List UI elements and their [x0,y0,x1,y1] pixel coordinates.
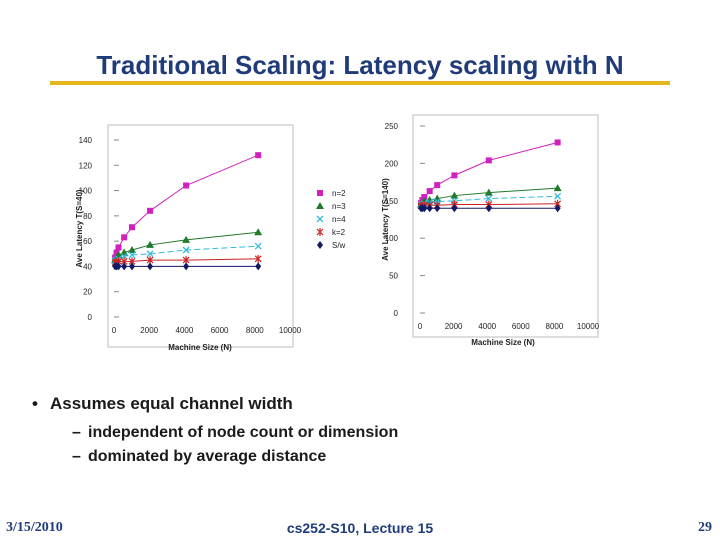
y-tick-label: 80 [83,212,92,221]
data-point-S/w [426,204,433,213]
bullet-text: Assumes equal channel width [50,394,293,413]
data-point-n=4 [146,250,154,258]
data-point-n=2 [554,139,561,146]
legend-marker-n=4 [316,215,324,223]
x-tick-label: 8000 [246,326,264,335]
data-point-n=2 [129,224,136,231]
x-tick-label: 8000 [546,322,564,331]
slide-title: Traditional Scaling: Latency scaling wit… [96,50,624,80]
y-tick-label: 250 [385,122,399,131]
data-point-n=2 [183,182,190,189]
data-point-n=2 [451,172,458,179]
y-tick-label: 100 [385,234,399,243]
data-point-n=3 [182,235,191,243]
footer-date: 3/15/2010 [6,520,63,535]
data-point-n=3 [553,184,562,192]
x-tick-label: 10000 [279,326,302,335]
legend-marker-k=2 [316,228,324,236]
chart-1: 0 20 40 60 80 100 120 140 0 2000 4000 6000 8000 10000… [75,124,346,352]
data-point-n=4 [554,192,562,200]
sub-bullet-item: – dominated by average distance [72,448,327,465]
data-point-n=2 [434,182,441,189]
data-point-n=2 [115,244,122,251]
data-point-n=2 [121,234,128,241]
y-tick-label: 0 [88,313,93,322]
bullet-item: • Assumes equal channel width [32,394,293,413]
data-point-n=3 [484,188,493,196]
y-tick-label: 120 [79,161,93,170]
y-tick-label: 140 [79,136,93,145]
data-point-n=2 [255,152,262,159]
y-tick-label: 0 [394,309,399,318]
data-point-S/w [115,262,122,271]
x-tick-label: 2000 [140,326,158,335]
data-point-n=3 [128,245,137,253]
x-axis-label: Machine Size (N) [168,343,232,352]
x-tick-label: 4000 [176,326,194,335]
plot-frame [107,124,294,348]
data-point-n=2 [147,207,154,214]
data-point-n=4 [128,251,136,259]
data-point-n=3 [146,240,155,248]
legend-marker-n=2 [317,190,323,196]
y-tick-label: 20 [83,288,92,297]
sub-bullet-item: – independent of node count or dimension [72,424,399,441]
data-point-n=4 [182,246,190,254]
data-point-S/w [121,262,128,271]
data-point-n=3 [254,228,263,236]
x-tick-label: 4000 [478,322,496,331]
legend-label: S/w [332,241,346,250]
data-point-S/w [255,262,262,271]
data-point-n=2 [426,188,433,195]
data-point-S/w [451,204,458,213]
y-tick-label: 100 [79,187,93,196]
data-point-S/w [554,204,561,213]
y-tick-label: 60 [83,237,92,246]
footer-course: cs252-S10, Lecture 15 [286,520,434,536]
data-point-S/w [183,262,190,271]
data-point-S/w [129,262,136,271]
data-point-S/w [434,204,441,213]
y-tick-label: 50 [389,272,398,281]
data-point-S/w [147,262,154,271]
x-axis-label: Machine Size (N) [471,338,535,347]
legend-label: n=3 [332,202,346,211]
data-point-k=2 [254,254,262,263]
chart-2: 0 50 100 150 200 250 0 2000 4000 6000 8000 10000 Mac… [381,114,600,347]
data-point-S/w [485,204,492,213]
title-underline [50,81,670,85]
data-point-S/w [421,204,428,213]
data-point-n=4 [120,252,128,260]
x-tick-label: 0 [112,326,117,335]
plot-frame [412,114,599,338]
x-tick-label: 6000 [512,322,530,331]
x-tick-label: 10000 [577,322,600,331]
legend-label: k=2 [332,228,346,237]
data-point-n=2 [421,194,428,201]
y-tick-label: 40 [83,262,92,271]
data-point-n=2 [485,157,492,164]
legend-label: n=2 [332,189,346,198]
y-tick-label: 150 [385,197,399,206]
sub-bullet-text: independent of node count or dimension [88,424,399,441]
data-point-n=3 [450,191,459,199]
y-tick-label: 200 [385,159,399,168]
y-axis-label: Ave Latency T(S=140) [381,178,390,261]
data-point-n=4 [485,195,493,203]
x-tick-label: 2000 [445,322,463,331]
legend-marker-S/w [317,241,323,249]
legend-label: n=4 [332,215,346,224]
y-axis-label: Ave Latency T(S=40) [75,189,84,268]
data-point-n=2 [113,249,120,256]
legend-marker-n=3 [316,202,324,209]
footer-page-number: 29 [698,520,712,535]
bullet-list: • Assumes equal channel width – independen… [32,394,398,472]
legend: n=2 n=3 n=4 k=2 S/w [316,189,346,250]
sub-bullet-text: dominated by average distance [88,448,327,465]
x-tick-label: 6000 [211,326,229,335]
data-point-n=4 [254,242,262,250]
x-tick-label: 0 [418,322,423,331]
